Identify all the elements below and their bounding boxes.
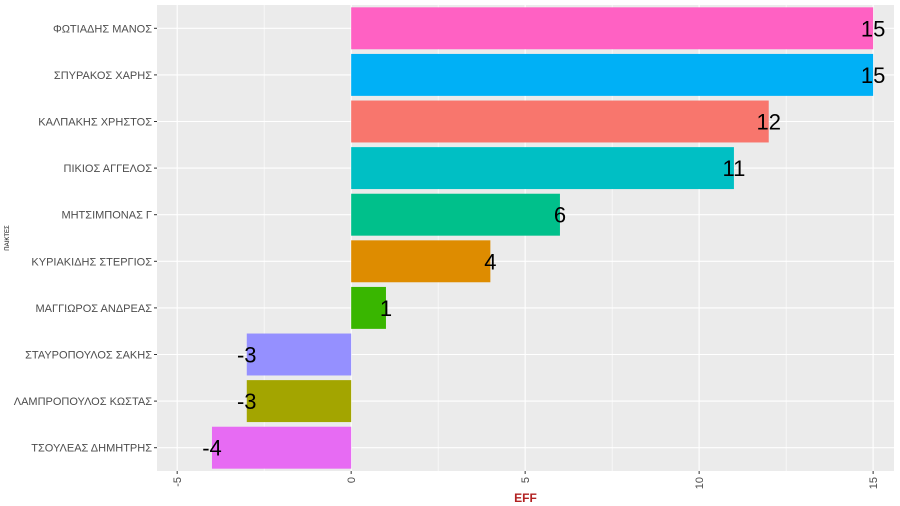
y-tick-label: ΣΤΑΥΡΟΠΟΥΛΟΣ ΣΑΚΗΣ: [25, 350, 152, 362]
bar-value-label: -3: [237, 389, 257, 414]
bar: [351, 240, 491, 283]
y-axis-tick-labels: ΦΩΤΙΑΔΗΣ ΜΑΝΟΣ ΣΠΥΡΑΚΟΣ ΧΑΡΗΣ ΚΑΛΠΑΚΗΣ ΧΡΗ…: [14, 23, 157, 455]
x-axis-title: EFF: [514, 491, 537, 505]
bar-value-label: 1: [380, 296, 392, 321]
y-tick-label: ΦΩΤΙΑΔΗΣ ΜΑΝΟΣ: [53, 23, 152, 35]
bar-value-label: 12: [756, 110, 780, 135]
bar-value-label: 11: [723, 156, 746, 181]
y-tick-label: ΠΙΚΙΟΣ ΑΓΓΕΛΟΣ: [64, 163, 153, 175]
bar-value-label: 15: [861, 16, 885, 41]
bar: [246, 333, 352, 376]
y-tick-label: ΚΑΛΠΑΚΗΣ ΧΡΗΣΤΟΣ: [38, 117, 152, 129]
x-tick-label: 0: [346, 477, 358, 483]
bar: [351, 193, 560, 236]
bar: [211, 426, 352, 469]
bar: [246, 380, 352, 423]
x-tick-label: 10: [694, 477, 706, 489]
bars: [211, 7, 874, 469]
bar-value-label: 6: [554, 203, 566, 228]
x-tick-label: 5: [520, 477, 532, 483]
bar-value-label: 4: [484, 249, 496, 274]
bar-value-label: -4: [202, 436, 222, 461]
y-tick-label: ΚΥΡΙΑΚΙΔΗΣ ΣΤΕΡΓΙΟΣ: [31, 256, 152, 268]
y-tick-label: ΣΠΥΡΑΚΟΣ ΧΑΡΗΣ: [54, 70, 152, 82]
y-tick-label: ΜΗΤΣΙΜΠΟΝΑΣ Γ: [61, 210, 152, 222]
x-axis-tick-labels: -5 0 5 10 15: [172, 471, 880, 489]
bar: [351, 286, 386, 329]
bar: [351, 100, 769, 143]
bar: [351, 147, 734, 190]
y-tick-label: ΤΣΟΥΛΕΑΣ ΔΗΜΗΤΡΗΣ: [31, 443, 152, 455]
y-axis-title: ΠΑΙΚΤΕΣ: [5, 225, 11, 251]
y-tick-label: ΜΑΓΓΙΩΡΟΣ ΑΝΔΡΕΑΣ: [36, 303, 153, 315]
y-tick-label: ΛΑΜΠΡΟΠΟΥΛΟΣ ΚΩΣΤΑΣ: [14, 396, 152, 408]
x-tick-label: 15: [868, 477, 880, 489]
bar: [351, 7, 874, 50]
bar: [351, 53, 874, 96]
bar-value-labels: 15 15 12 11 6 4 1 -3 -3 -4: [202, 16, 885, 460]
bar-value-label: 15: [861, 63, 885, 88]
x-tick-label: -5: [172, 477, 184, 487]
bar-value-label: -3: [237, 343, 257, 368]
